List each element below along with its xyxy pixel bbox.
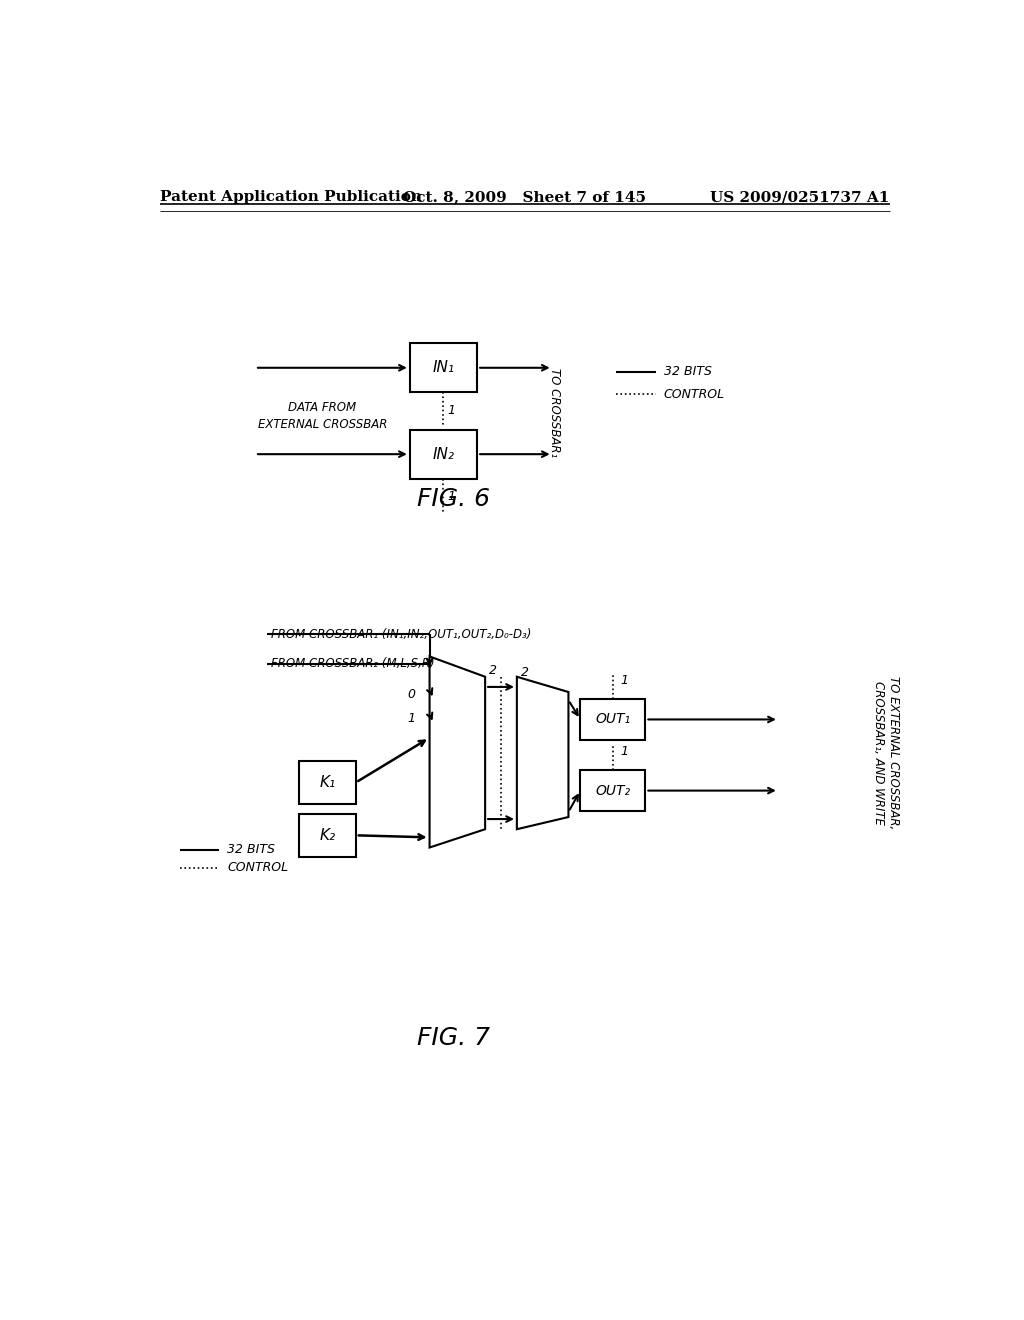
Text: 1: 1 (447, 490, 456, 503)
Text: K₂: K₂ (319, 828, 335, 843)
Text: US 2009/0251737 A1: US 2009/0251737 A1 (711, 190, 890, 205)
Text: IN₂: IN₂ (432, 446, 455, 462)
Text: 1: 1 (621, 746, 629, 759)
Text: FROM CROSSBAR₂ (M,L,S,R): FROM CROSSBAR₂ (M,L,S,R) (270, 657, 434, 671)
Text: OUT₂: OUT₂ (595, 784, 631, 797)
Text: Oct. 8, 2009   Sheet 7 of 145: Oct. 8, 2009 Sheet 7 of 145 (403, 190, 646, 205)
Bar (410, 430, 477, 479)
Text: 32 BITS: 32 BITS (664, 366, 712, 379)
Bar (299, 814, 355, 857)
Text: TO CROSSBAR₁: TO CROSSBAR₁ (548, 368, 561, 457)
Bar (410, 343, 477, 392)
Text: TO EXTERNAL CROSSBAR,
CROSSBAR₁, AND WRITE: TO EXTERNAL CROSSBAR, CROSSBAR₁, AND WRI… (871, 676, 900, 829)
Text: K₁: K₁ (319, 775, 335, 789)
Text: 32 BITS: 32 BITS (227, 843, 275, 857)
Text: IN₁: IN₁ (432, 360, 455, 375)
Polygon shape (517, 677, 568, 829)
Text: EXTERNAL CROSSBAR: EXTERNAL CROSSBAR (258, 418, 387, 432)
Text: DATA FROM: DATA FROM (289, 401, 356, 414)
Text: 2: 2 (521, 667, 528, 680)
Bar (299, 762, 355, 804)
Bar (581, 771, 645, 810)
Text: OUT₁: OUT₁ (595, 713, 631, 726)
Text: 1: 1 (621, 675, 629, 688)
Text: Patent Application Publication: Patent Application Publication (160, 190, 422, 205)
Polygon shape (430, 656, 485, 847)
Text: FIG. 7: FIG. 7 (417, 1026, 489, 1049)
Text: 0: 0 (408, 688, 416, 701)
Text: 2: 2 (489, 664, 497, 677)
Text: FROM CROSSBAR₁ (IN₁,IN₂,OUT₁,OUT₂,D₀-D₃): FROM CROSSBAR₁ (IN₁,IN₂,OUT₁,OUT₂,D₀-D₃) (270, 627, 531, 640)
Text: CONTROL: CONTROL (664, 388, 725, 401)
Text: 1: 1 (408, 711, 416, 725)
Bar (581, 700, 645, 739)
Text: FIG. 6: FIG. 6 (417, 487, 489, 511)
Text: 1: 1 (447, 404, 456, 417)
Text: CONTROL: CONTROL (227, 862, 289, 874)
